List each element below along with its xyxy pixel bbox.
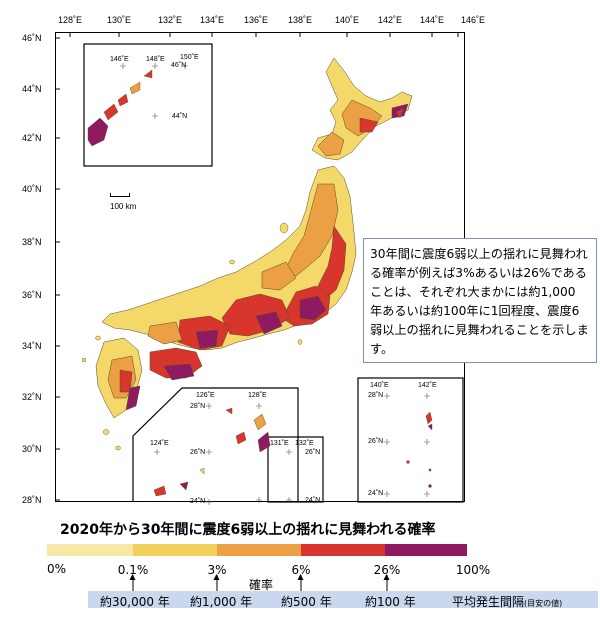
interval-label: 約100 年: [365, 595, 416, 609]
graticule-crosses: [120, 63, 430, 505]
inset-lat-label: 24˚N: [368, 490, 384, 497]
lon-label: 128˚E: [57, 15, 83, 25]
inset-lon-label: 131˚E: [270, 440, 289, 447]
lon-label: 140˚E: [334, 15, 360, 25]
ryukyu-islands: [153, 407, 271, 497]
inset-lat-label: 26˚N: [368, 438, 384, 445]
explanation-note: 30年間に震度6弱以上の揺れに見舞われる確率が例えば3%あるいは26%であること…: [363, 238, 597, 363]
lon-label: 146˚E: [460, 15, 486, 25]
lon-label: 132˚E: [157, 15, 183, 25]
percent-label: 0%: [47, 562, 67, 576]
lon-label: 138˚E: [287, 15, 313, 25]
inset-lon-label: 126˚E: [196, 392, 215, 399]
up-arrow-icon: [383, 574, 390, 591]
ogasawara-islands: [406, 411, 433, 488]
lon-label: 144˚E: [419, 15, 445, 25]
hokkaido: [311, 57, 413, 161]
lat-label: 34˚N: [22, 341, 42, 351]
inset-lon-label: 140˚E: [370, 382, 389, 389]
small-islands: [81, 222, 303, 451]
inset-lat-label: 26˚N: [190, 449, 206, 456]
percent-label: 26%: [373, 563, 401, 577]
interval-note: (目安の値): [524, 599, 563, 608]
lon-label: 136˚E: [243, 15, 269, 25]
up-arrow-icon: [297, 574, 304, 591]
inset-box-south: [132, 387, 299, 502]
lat-label: 28˚N: [22, 495, 42, 505]
colorbar-segment: [217, 544, 301, 556]
inset-lat-label: 28˚N: [190, 403, 206, 410]
inset-lat-label: 28˚N: [368, 392, 384, 399]
percent-label: 100%: [455, 563, 491, 577]
inset-box-east: [357, 377, 464, 503]
frame-ticks: [55, 32, 459, 501]
inset-lon-label: 148˚E: [146, 56, 165, 63]
kuril-islands: [87, 69, 153, 147]
up-arrow-icon: [213, 574, 220, 591]
lat-label: 40˚N: [22, 184, 42, 194]
percent-label: 0.1%: [117, 563, 149, 577]
interval-label: 約1,000 年: [190, 595, 253, 609]
lat-label: 32˚N: [22, 392, 42, 402]
percent-label: 6%: [291, 563, 311, 577]
lat-label: 46˚N: [22, 33, 42, 43]
interval-caption: 平均発生間隔(目安の値): [452, 593, 562, 610]
rate-axis-label: 確率: [249, 578, 274, 592]
honshu: [101, 165, 357, 351]
inset-lon-label: 142˚E: [418, 382, 437, 389]
lon-label: 134˚E: [199, 15, 225, 25]
inset-box-north: [83, 43, 213, 167]
colorbar-segment: [47, 544, 133, 556]
inset-lon-label: 124˚E: [150, 440, 169, 447]
inset-boxes: [83, 43, 464, 503]
lon-label: 130˚E: [106, 15, 132, 25]
lat-label: 38˚N: [22, 237, 42, 247]
inset-lon-label: 132˚E: [295, 440, 314, 447]
interval-caption-text: 平均発生間隔: [452, 595, 525, 609]
inset-lat-label: 24˚N: [190, 498, 206, 505]
colorbar-segment: [301, 544, 385, 556]
interval-band: [88, 591, 598, 608]
lat-label: 30˚N: [22, 444, 42, 454]
legend-title: 2020年から30年間に震度6弱以上の揺れに見舞われる確率: [60, 522, 436, 538]
lat-label: 36˚N: [22, 290, 42, 300]
colorbar-segment: [133, 544, 217, 556]
inset-lat-label: 24˚N: [305, 497, 321, 504]
scale-label: 100 km: [110, 202, 137, 211]
inset-lat-label: 44˚N: [172, 113, 188, 120]
colorbar-segment: [385, 544, 467, 556]
up-arrow-icon: [129, 574, 136, 591]
inset-lon-label: 150˚E: [180, 54, 199, 61]
inset-lat-label: 46˚N: [171, 62, 187, 69]
interval-label: 約30,000 年: [100, 595, 170, 609]
inset-lat-label: 26˚N: [305, 449, 321, 456]
lat-label: 42˚N: [22, 133, 42, 143]
inset-box-small: [267, 436, 324, 503]
lon-label: 142˚E: [377, 15, 403, 25]
inset-lon-label: 128˚E: [248, 392, 267, 399]
inset-lon-label: 146˚E: [110, 56, 129, 63]
percent-label: 3%: [207, 563, 227, 577]
kyushu: [95, 337, 143, 419]
interval-label: 約500 年: [281, 595, 332, 609]
scale-bar: [110, 193, 130, 197]
lat-label: 44˚N: [22, 84, 42, 94]
shikoku: [149, 347, 203, 381]
